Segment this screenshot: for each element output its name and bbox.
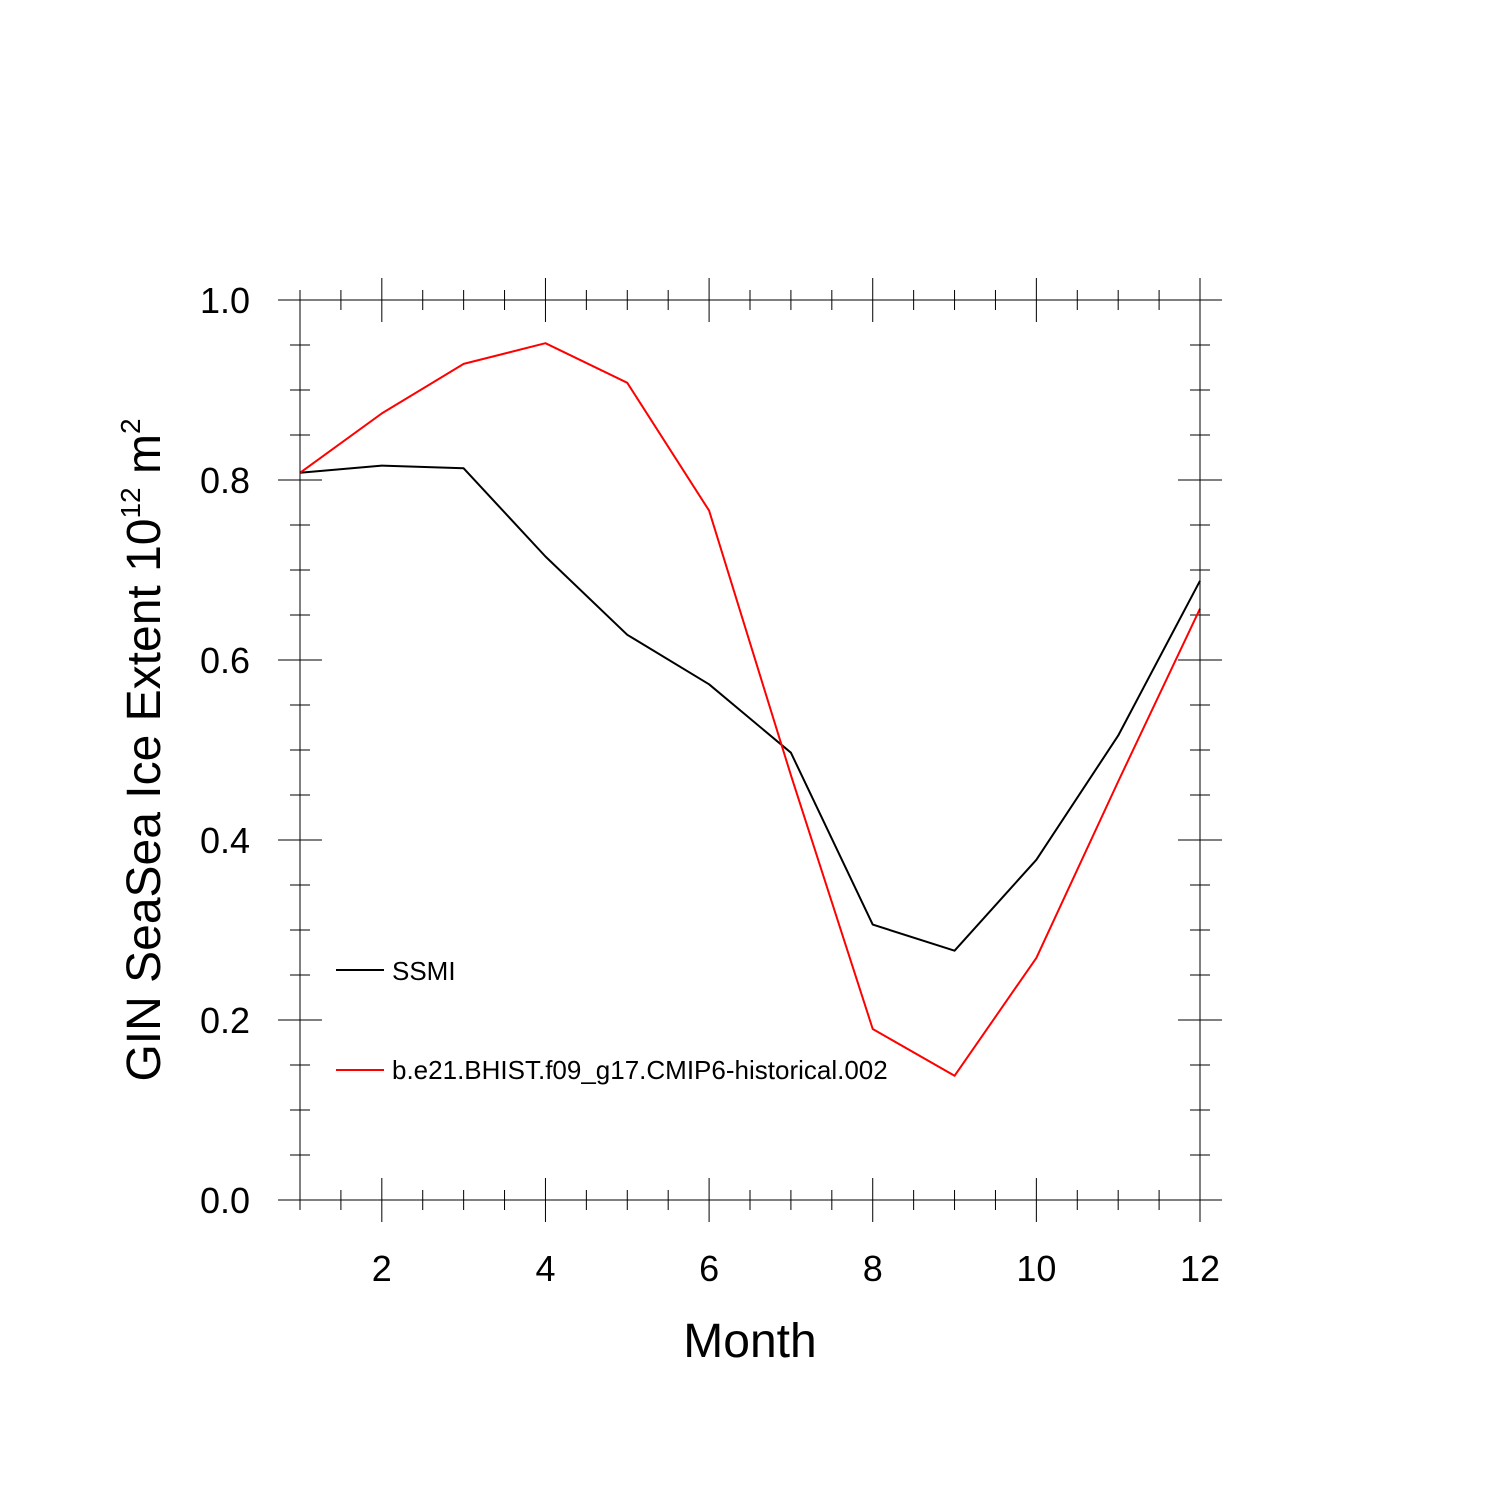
x-axis-label: Month — [683, 1315, 816, 1368]
y-tick-label: 0.6 — [200, 640, 250, 681]
y-axis-label-unit-exponent: 2 — [115, 418, 146, 434]
x-tick-label: 2 — [372, 1248, 392, 1289]
y-tick-label: 0.8 — [200, 460, 250, 501]
x-tick-label: 12 — [1180, 1248, 1220, 1289]
y-tick-label: 0.0 — [200, 1180, 250, 1221]
x-tick-label: 10 — [1016, 1248, 1056, 1289]
x-tick-label: 8 — [863, 1248, 883, 1289]
series-line-ssmi — [299, 464, 1201, 952]
series-lines — [299, 342, 1201, 1077]
y-tick-labels: 0.0 0.2 0.4 0.6 0.8 1.0 — [200, 280, 250, 1221]
x-tick-labels: 2 4 6 8 10 12 — [372, 1248, 1220, 1289]
y-tick-label: 0.4 — [200, 820, 250, 861]
y-tick-label: 0.2 — [200, 1000, 250, 1041]
y-axis-label-main: GIN SeaSea Ice Extent 10 — [118, 519, 171, 1082]
series-line-model — [299, 342, 1201, 1077]
plot-frame — [299, 299, 1201, 1201]
legend: SSMI b.e21.BHIST.f09_g17.CMIP6-historica… — [336, 956, 888, 1085]
legend-label-model: b.e21.BHIST.f09_g17.CMIP6-historical.002 — [392, 1055, 888, 1085]
x-tick-label: 6 — [699, 1248, 719, 1289]
y-tick-label: 1.0 — [200, 280, 250, 321]
y-axis-label-exponent: 12 — [115, 487, 146, 518]
y-axis-label-unit: m — [118, 434, 171, 487]
y-axis-label: GIN SeaSea Ice Extent 1012 m2 — [115, 418, 171, 1081]
legend-label-ssmi: SSMI — [392, 956, 456, 986]
x-tick-label: 4 — [535, 1248, 555, 1289]
